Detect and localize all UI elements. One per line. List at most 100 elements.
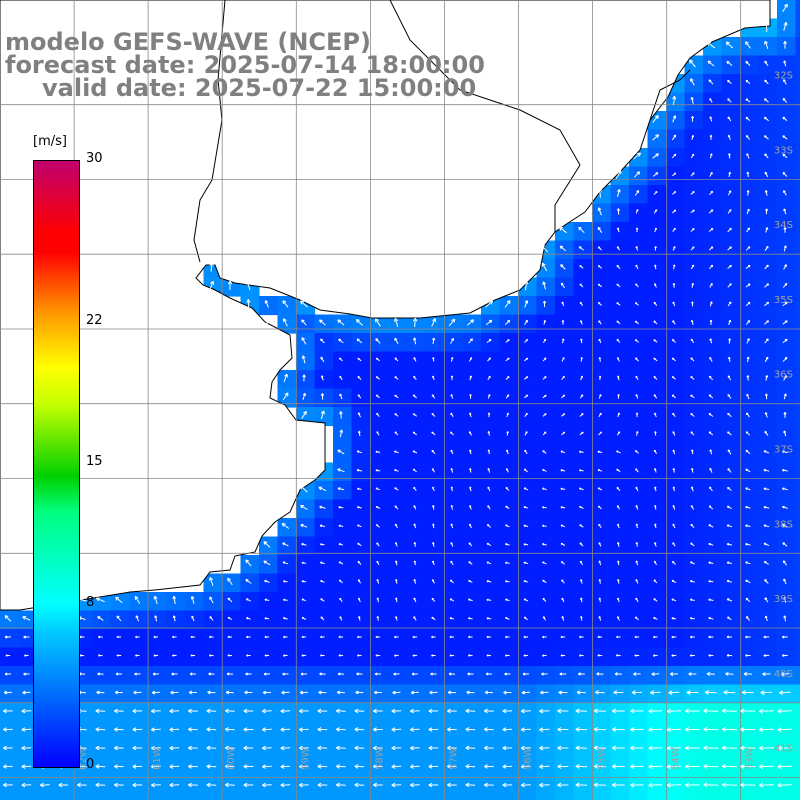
wind-cell	[629, 536, 649, 556]
wind-cell	[351, 425, 371, 445]
wind-cell	[296, 499, 316, 519]
wind-arrow	[354, 782, 365, 788]
wind-arrow	[740, 745, 756, 751]
wind-arrow	[465, 727, 476, 732]
wind-cell	[573, 351, 593, 371]
wind-arrow	[245, 598, 251, 602]
wind-cell	[795, 536, 800, 556]
wind-cell	[703, 536, 723, 556]
wind-cell	[758, 296, 778, 316]
wind-cell	[666, 610, 686, 630]
wind-arrow	[653, 635, 658, 639]
wind-cell	[536, 388, 556, 408]
wind-cell	[481, 721, 501, 741]
wind-arrow	[151, 727, 161, 732]
wind-cell	[721, 777, 741, 797]
wind-cell	[499, 296, 519, 316]
wind-arrow	[227, 654, 233, 657]
lat-label: 41S	[774, 744, 793, 755]
wind-arrow	[672, 227, 676, 233]
wind-arrow	[690, 153, 695, 159]
wind-cell	[777, 721, 797, 741]
wind-arrow	[764, 135, 769, 140]
wind-arrow	[356, 338, 363, 344]
wind-arrow	[450, 412, 454, 418]
wind-cell	[555, 647, 575, 667]
wind-cell	[481, 777, 501, 797]
wind-cell	[518, 721, 538, 741]
wind-cell	[0, 777, 20, 797]
wind-cell	[758, 351, 778, 371]
wind-cell	[129, 592, 149, 612]
wind-cell	[758, 314, 778, 334]
wind-cell	[795, 37, 800, 57]
wind-arrow	[469, 486, 472, 492]
wind-arrow	[745, 524, 751, 528]
wind-cell	[703, 795, 723, 800]
wind-arrow	[764, 171, 769, 178]
wind-arrow	[763, 561, 769, 565]
wind-arrow	[763, 468, 770, 472]
wind-arrow	[579, 283, 584, 288]
wind-arrow	[672, 283, 676, 288]
wind-cell	[407, 666, 427, 686]
wind-cell	[795, 758, 800, 778]
wind-cell	[518, 351, 538, 371]
wind-arrow	[152, 672, 160, 676]
wind-arrow	[484, 764, 494, 769]
wind-cell	[92, 758, 112, 778]
wind-cell	[684, 573, 704, 593]
wind-arrow	[412, 654, 418, 657]
wind-cell	[518, 370, 538, 390]
wind-arrow	[339, 375, 343, 381]
wind-arrow	[338, 506, 344, 509]
wind-arrow	[319, 672, 326, 676]
wind-cell	[647, 721, 667, 741]
wind-cell	[314, 499, 334, 519]
wind-arrow	[654, 431, 657, 436]
wind-arrow	[357, 524, 362, 528]
wind-arrow	[450, 560, 454, 566]
wind-cell	[185, 629, 205, 649]
lat-label: 36S	[774, 370, 793, 381]
wind-arrow	[432, 375, 435, 381]
border-line	[389, 0, 581, 232]
wind-arrow	[374, 672, 381, 676]
lon-label: 53W	[745, 747, 756, 770]
wind-cell	[555, 388, 575, 408]
wind-cell	[592, 407, 612, 427]
wind-cell	[277, 536, 297, 556]
wind-arrow	[135, 615, 140, 622]
wind-cell	[444, 536, 464, 556]
wind-arrow	[691, 301, 694, 307]
wind-arrow	[726, 524, 733, 528]
wind-arrow	[654, 412, 657, 418]
wind-cell	[481, 610, 501, 630]
wind-arrow	[634, 616, 639, 621]
wind-cell	[222, 777, 242, 797]
wind-arrow	[764, 60, 769, 67]
wind-arrow	[392, 690, 401, 695]
wind-arrow	[135, 654, 140, 657]
wind-cell	[666, 777, 686, 797]
wind-arrow	[690, 172, 695, 177]
wind-cell	[333, 592, 353, 612]
wind-cell	[555, 425, 575, 445]
wind-cell	[666, 259, 686, 279]
wind-cell	[777, 777, 797, 797]
wind-cell	[499, 314, 519, 334]
wind-cell	[518, 777, 538, 797]
wind-cell	[592, 573, 612, 593]
wind-cell	[666, 758, 686, 778]
wind-arrow	[506, 412, 509, 418]
wind-cell	[666, 740, 686, 760]
wind-arrow	[539, 782, 550, 788]
wind-cell	[388, 518, 408, 538]
wind-arrow	[542, 561, 547, 565]
wind-arrow	[539, 727, 550, 732]
wind-cell	[795, 222, 800, 242]
wind-arrow	[654, 505, 657, 510]
wind-arrow	[412, 413, 418, 417]
wind-arrow	[634, 450, 639, 454]
wind-cell	[425, 481, 445, 501]
